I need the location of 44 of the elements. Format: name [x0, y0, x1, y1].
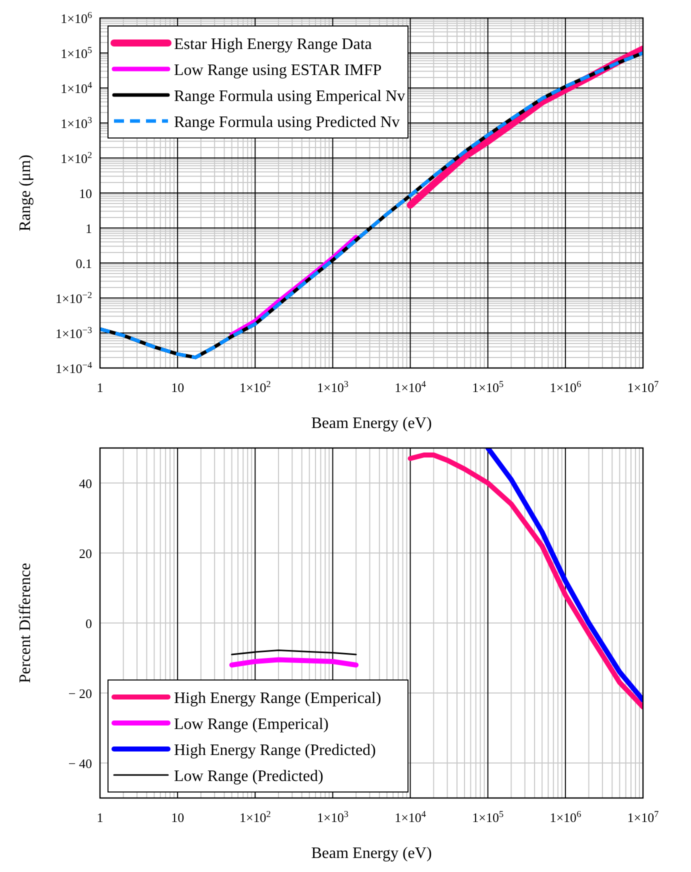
y-tick-label: − 20 — [68, 686, 92, 701]
x-tick-label: 1×10$^{7}$ — [627, 809, 660, 825]
x-axis-title: Beam Energy (eV) — [311, 415, 432, 432]
y-tick-label: − 40 — [68, 756, 92, 771]
y-axis-title: Percent Difference — [17, 562, 34, 684]
y-tick-label: 1×10$^{−4}$ — [55, 360, 92, 376]
y-axis-title: Range (μm) — [17, 154, 34, 232]
x-tick-label: 1×10$^{4}$ — [394, 809, 426, 825]
legend-label: Low Range (Predicted) — [174, 768, 324, 785]
legend-label: Estar High Energy Range Data — [174, 36, 372, 53]
x-tick-label: 1×10$^{7}$ — [627, 379, 660, 395]
x-tick-label: 1 — [96, 810, 104, 825]
x-tick-label: 1×10$^{3}$ — [317, 379, 349, 395]
legend-label: Range Formula using Predicted Nv — [174, 114, 400, 131]
x-tick-label: 1×10$^{4}$ — [394, 379, 426, 395]
y-tick-label: 40 — [79, 476, 92, 491]
x-tick-label: 1×10$^{6}$ — [550, 809, 582, 825]
x-tick-label: 10 — [171, 380, 184, 395]
y-tick-label: 1×10$^{−2}$ — [55, 290, 92, 306]
y-tick-label: 10 — [79, 186, 92, 201]
y-tick-label: 1×10$^{3}$ — [60, 115, 92, 131]
legend-label: Low Range using ESTAR IMFP — [174, 62, 382, 79]
x-tick-label: 1 — [96, 380, 104, 395]
y-tick-label: 1×10$^{4}$ — [60, 80, 92, 96]
x-tick-label: 1×10$^{6}$ — [550, 379, 582, 395]
y-tick-label: 0.1 — [76, 256, 92, 271]
legend-label: Low Range (Emperical) — [174, 716, 329, 733]
y-tick-label: 1 — [86, 221, 92, 236]
x-tick-label: 1×10$^{3}$ — [317, 809, 349, 825]
legend-label: High Energy Range (Predicted) — [174, 742, 376, 759]
y-tick-label: 1×10$^{2}$ — [60, 150, 92, 166]
legend-label: Range Formula using Emperical Nv — [174, 88, 406, 105]
x-tick-label: 1×10$^{2}$ — [239, 379, 272, 395]
y-tick-label: 0 — [86, 616, 92, 631]
x-tick-label: 10 — [171, 810, 184, 825]
y-tick-label: 1×10$^{5}$ — [60, 45, 92, 61]
y-tick-label: 1×10$^{−3}$ — [55, 325, 92, 341]
x-tick-label: 1×10$^{5}$ — [472, 379, 504, 395]
y-tick-label: 1×10$^{6}$ — [60, 10, 92, 26]
x-tick-label: 1×10$^{2}$ — [239, 809, 272, 825]
y-tick-label: 20 — [79, 546, 92, 561]
x-tick-label: 1×10$^{5}$ — [472, 809, 504, 825]
x-axis-title: Beam Energy (eV) — [311, 845, 432, 862]
legend-label: High Energy Range (Emperical) — [174, 690, 382, 707]
